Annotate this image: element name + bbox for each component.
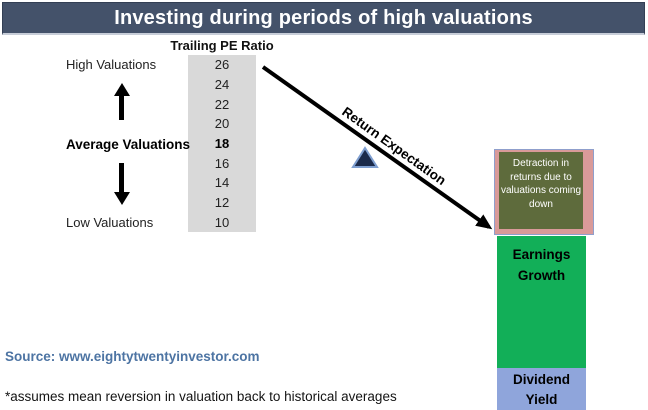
high-valuations-label: High Valuations: [66, 57, 157, 72]
dividend-yield-label: Dividend: [512, 372, 570, 387]
earnings-growth-label: Earnings: [512, 247, 571, 262]
detraction-box: Detraction in returns due to valuations …: [499, 152, 583, 229]
pe-column-header: Trailing PE Ratio: [170, 38, 274, 53]
pe-value: 20: [214, 116, 230, 132]
average-valuations-label: Average Valuations: [66, 137, 191, 152]
dividend-yield-segment: Dividend Yield: [497, 368, 586, 410]
pe-value: 24: [214, 77, 230, 92]
return-expectation-arrow-icon: [261, 65, 493, 230]
pe-value: 14: [214, 175, 230, 191]
pe-ratio-column: 26 24 22 20 18 16 14 12 10: [188, 55, 256, 232]
dividend-yield-label: Yield: [525, 392, 558, 407]
pe-value: 10: [214, 214, 230, 230]
low-valuations-label: Low Valuations: [66, 215, 154, 230]
page-title: Investing during periods of high valuati…: [2, 2, 645, 35]
pe-value: 12: [214, 195, 230, 211]
pe-value: 22: [214, 96, 230, 112]
pe-value-average: 18: [214, 136, 230, 152]
pe-value: 26: [214, 57, 230, 73]
footnote-text: *assumes mean reversion in valuation bac…: [5, 389, 397, 404]
pe-value: 16: [214, 155, 230, 171]
pointer-triangle-icon: [351, 146, 379, 168]
earnings-growth-segment: Earnings Growth: [497, 236, 586, 368]
source-text: Source: www.eightytwentyinvestor.com: [5, 349, 260, 364]
earnings-growth-label: Growth: [517, 268, 566, 283]
